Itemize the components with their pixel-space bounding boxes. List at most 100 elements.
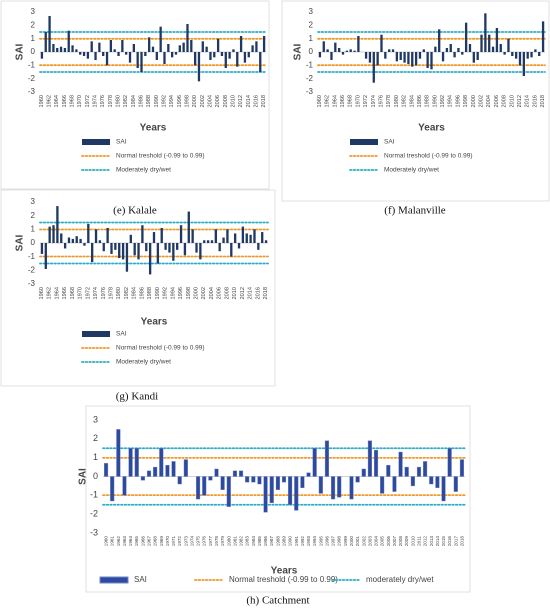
x-tick-label: 2018 (261, 95, 267, 107)
bar (355, 476, 360, 483)
x-tick-label: 1972 (363, 95, 369, 107)
bar (133, 243, 136, 256)
bar (148, 37, 151, 52)
bar (56, 48, 59, 52)
x-tick-label: 2005 (380, 536, 385, 547)
bar (232, 470, 237, 477)
bar (94, 229, 98, 243)
y-tick-label: 2 (309, 20, 314, 29)
bar (222, 237, 225, 243)
legend-label: moderately dry/wet (366, 575, 434, 584)
bar (410, 476, 415, 487)
bar (79, 238, 82, 243)
bar (364, 52, 368, 59)
x-tick-label: 2010 (230, 95, 236, 107)
bar (300, 476, 305, 489)
bar (94, 52, 97, 60)
x-tick-label: 1967 (147, 536, 152, 547)
x-tick-label: 1970 (165, 536, 170, 547)
y-axis-label: SAI (78, 468, 89, 485)
x-tick-label: 1972 (85, 95, 91, 107)
x-tick-label: 1979 (220, 536, 225, 547)
x-tick-label: 1988 (425, 95, 431, 107)
bar (226, 229, 229, 243)
bar (52, 225, 55, 243)
bar (179, 225, 183, 243)
x-tick-label: 2003 (367, 536, 372, 547)
bar (391, 49, 395, 52)
bar (438, 29, 441, 52)
x-tick-label: 2002 (201, 287, 207, 299)
legend-label: SAI (116, 331, 127, 338)
bar (395, 52, 399, 62)
bar (416, 466, 422, 477)
x-tick-label: 1978 (214, 536, 219, 547)
bar (435, 476, 440, 489)
bar (146, 470, 152, 477)
x-tick-label: 2018 (263, 287, 269, 299)
x-tick-label: 1964 (332, 95, 338, 107)
x-tick-label: 1968 (348, 95, 354, 107)
x-tick-label: 1961 (110, 536, 115, 547)
caption: (f) Malanville (384, 205, 446, 217)
bar (52, 44, 55, 52)
caption: (e) Kalale (113, 205, 157, 217)
bar (186, 24, 189, 52)
y-tick-label: 2 (31, 211, 36, 220)
bar (202, 476, 207, 496)
bar (216, 38, 220, 52)
bar (176, 243, 179, 250)
x-tick-label: 2018 (459, 536, 464, 547)
bar (140, 52, 143, 72)
x-tick-label: 1996 (455, 95, 461, 107)
x-tick-label: 1964 (54, 287, 60, 299)
x-tick-label: 1982 (123, 95, 129, 107)
x-tick-label: 2014 (525, 95, 531, 107)
bar (210, 240, 214, 243)
panel-border (0, 189, 276, 387)
x-tick-label: 1997 (331, 536, 336, 547)
x-tick-label: 1992 (300, 536, 305, 547)
bar (203, 240, 206, 243)
bar (388, 49, 391, 52)
bar (220, 52, 224, 56)
legend-label: Moderately dry/wet (116, 359, 171, 366)
x-tick-label: 2008 (223, 95, 229, 107)
x-tick-label: 1986 (139, 95, 145, 107)
y-tick-label: 3 (31, 7, 36, 16)
x-tick-label: 1970 (355, 95, 361, 107)
bar (484, 13, 487, 53)
bar (275, 476, 280, 490)
x-tick-label: 1998 (463, 95, 469, 107)
bar (125, 52, 128, 55)
bar (253, 229, 256, 243)
legend-label: Moderately dry/wet (116, 167, 171, 174)
bar (341, 52, 345, 55)
bar (171, 461, 176, 477)
x-tick-label: 1974 (189, 536, 194, 547)
bar (407, 52, 410, 64)
x-tick-label: 1971 (171, 536, 176, 547)
bar (206, 240, 210, 243)
bar (167, 44, 170, 52)
x-tick-label: 1990 (432, 95, 438, 107)
bar (136, 52, 139, 68)
bar (468, 44, 472, 52)
bar (106, 227, 109, 243)
x-tick-label: 1962 (47, 95, 53, 107)
x-tick-label: 1986 (417, 95, 423, 107)
bar (82, 52, 86, 56)
x-tick-label: 1994 (170, 287, 176, 299)
bar (349, 476, 354, 500)
x-tick-label: 2006 (217, 287, 223, 299)
x-tick-label: 1965 (134, 536, 139, 547)
bar (190, 40, 193, 52)
bar (239, 36, 243, 52)
x-tick-label: 1981 (232, 536, 237, 547)
bar (367, 440, 372, 477)
x-tick-label: 1999 (343, 536, 348, 547)
x-tick-label: 2016 (532, 95, 538, 107)
x-tick-label: 2018 (540, 95, 546, 107)
x-tick-label: 1964 (128, 536, 133, 547)
